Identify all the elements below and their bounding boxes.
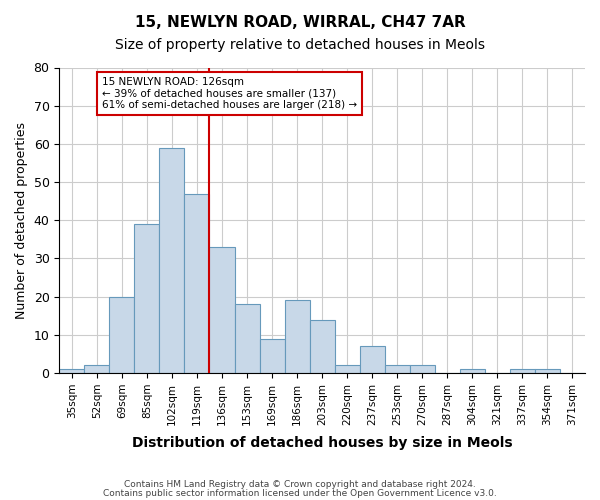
Bar: [260, 338, 284, 373]
Bar: [160, 148, 184, 373]
Bar: [410, 366, 435, 373]
Bar: [310, 320, 335, 373]
Text: 15, NEWLYN ROAD, WIRRAL, CH47 7AR: 15, NEWLYN ROAD, WIRRAL, CH47 7AR: [134, 15, 466, 30]
Bar: [85, 366, 109, 373]
Text: Contains HM Land Registry data © Crown copyright and database right 2024.: Contains HM Land Registry data © Crown c…: [124, 480, 476, 489]
Text: Size of property relative to detached houses in Meols: Size of property relative to detached ho…: [115, 38, 485, 52]
Bar: [535, 369, 560, 373]
Bar: [209, 247, 235, 373]
Text: 15 NEWLYN ROAD: 126sqm
← 39% of detached houses are smaller (137)
61% of semi-de: 15 NEWLYN ROAD: 126sqm ← 39% of detached…: [102, 77, 357, 110]
Bar: [59, 369, 85, 373]
Bar: [284, 300, 310, 373]
Bar: [510, 369, 535, 373]
X-axis label: Distribution of detached houses by size in Meols: Distribution of detached houses by size …: [132, 436, 512, 450]
Y-axis label: Number of detached properties: Number of detached properties: [15, 122, 28, 319]
Bar: [184, 194, 209, 373]
Bar: [385, 366, 410, 373]
Text: Contains public sector information licensed under the Open Government Licence v3: Contains public sector information licen…: [103, 490, 497, 498]
Bar: [359, 346, 385, 373]
Bar: [109, 296, 134, 373]
Bar: [134, 224, 160, 373]
Bar: [235, 304, 260, 373]
Bar: [335, 366, 359, 373]
Bar: [460, 369, 485, 373]
